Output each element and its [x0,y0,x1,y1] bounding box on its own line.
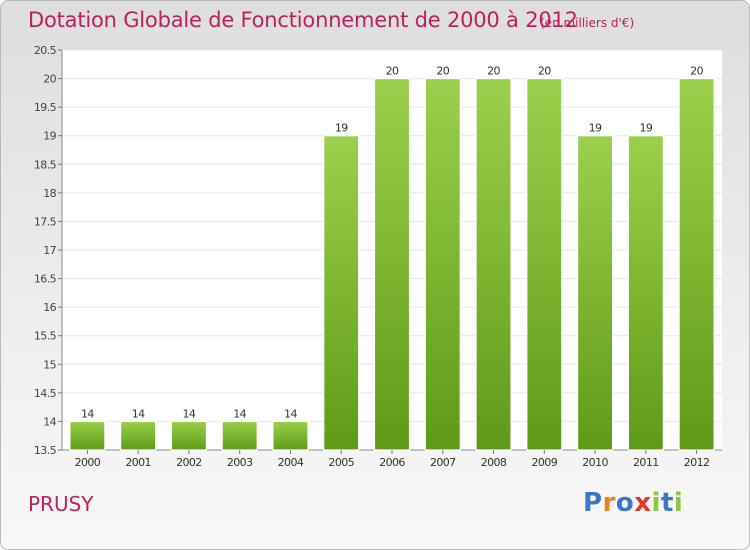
y-tick-label: 18 [43,187,56,200]
y-tick-label: 19 [43,130,56,143]
bar [69,420,106,451]
y-tick-label: 14 [43,415,56,428]
y-tick-label: 16.5 [34,273,57,286]
bar-value-label: 19 [639,122,652,135]
commune-name: PRUSY [28,492,94,516]
x-tick-label: 2000 [75,456,101,469]
y-tick-label: 20 [43,73,56,86]
logo-letter: P [583,488,603,518]
y-tick-label: 15.5 [34,330,57,343]
bar [323,135,360,451]
x-tick-label: 2005 [328,456,354,469]
bar [627,135,664,451]
bar [221,420,258,451]
logo-letter: r [602,488,616,518]
bar-value-label: 20 [538,65,551,78]
x-tick-label: 2009 [532,456,558,469]
bar-value-label: 19 [335,122,348,135]
x-tick-label: 2012 [684,456,710,469]
chart-unit-subtitle: (en milliers d'€) [540,16,635,30]
bar-value-label: 20 [690,65,703,78]
y-tick-label: 16 [43,301,56,314]
x-tick-label: 2006 [379,456,405,469]
y-tick-label: 15 [43,358,56,371]
y-tick-label: 20.5 [34,44,57,57]
chart-title: Dotation Globale de Fonctionnement de 20… [28,8,578,32]
bar [373,77,411,451]
bar-value-label: 20 [436,65,449,78]
bar-value-label: 14 [81,407,94,420]
bar-value-label: 14 [233,407,246,420]
x-tick-label: 2002 [176,456,202,469]
bar-value-label: 14 [132,407,145,420]
x-tick-label: 2004 [278,456,304,469]
x-tick-label: 2007 [430,456,456,469]
bar [526,77,563,451]
x-tick-label: 2011 [633,456,659,469]
y-tick-label: 19.5 [34,101,57,114]
x-tick-label: 2008 [481,456,507,469]
logo-letter: x [634,488,652,518]
logo-letter: t [660,488,674,518]
x-tick-label: 2001 [125,456,151,469]
x-tick-label: 2003 [227,456,253,469]
bar [424,77,461,451]
logo-letter: i [673,488,684,518]
bar-value-label: 14 [183,407,196,420]
y-tick-label: 13.5 [34,444,57,457]
bar [678,77,715,451]
bar [576,135,614,451]
y-tick-label: 18.5 [34,158,57,171]
y-tick-label: 14.5 [34,387,57,400]
bar [475,77,512,451]
logo-letter: o [615,488,635,518]
y-tick-label: 17.5 [34,215,57,228]
y-tick-label: 17 [43,244,56,257]
x-tick-label: 2010 [582,456,608,469]
bar-value-label: 20 [487,65,500,78]
bar-value-label: 14 [284,407,297,420]
bar [170,420,208,451]
proxiti-logo: Proxiti [583,488,683,518]
bar [272,420,309,451]
bar-value-label: 19 [589,122,602,135]
bar [120,420,157,451]
bar-value-label: 20 [386,65,399,78]
logo-letter: i [651,488,661,518]
